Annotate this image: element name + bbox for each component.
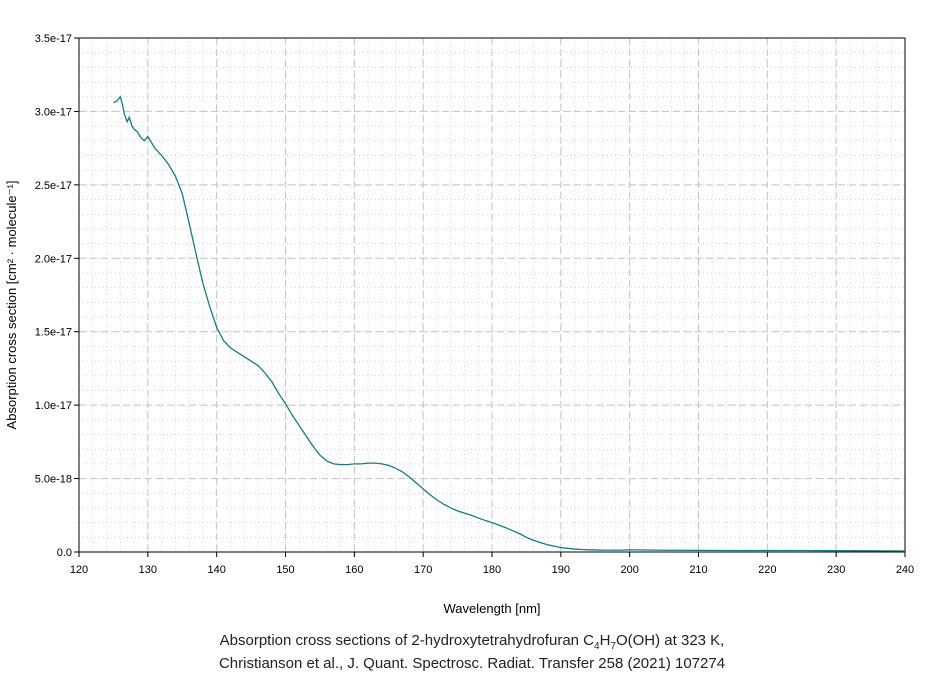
x-tick-label: 230 [827, 564, 845, 576]
series-line [113, 95, 906, 552]
caption-sub-4: 4 [594, 641, 600, 652]
x-axis-label: Wavelength [nm] [443, 601, 540, 616]
x-tick-label: 170 [414, 564, 432, 576]
y-tick-label: 3.0e-17 [35, 106, 72, 118]
y-axis-label: Absorption cross section [cm² · molecule… [4, 181, 19, 430]
caption-line1-suffix: O(OH) at 323 K, [615, 632, 725, 649]
x-tick-label: 140 [207, 564, 225, 576]
chart-caption: Absorption cross sections of 2-hydroxyte… [0, 632, 944, 652]
x-tick-label: 210 [689, 564, 707, 576]
x-axis: 120 130 140 150 160 170 180 190 200 210 220 230 240 [70, 552, 914, 576]
caption-line2: Christianson et al., J. Quant. Spectrosc… [218, 655, 726, 672]
y-tick-label: 0.0 [57, 547, 72, 559]
x-tick-label: 190 [552, 564, 570, 576]
y-tick-label: 1.0e-17 [35, 400, 72, 412]
x-tick-label: 130 [139, 564, 157, 576]
y-tick-label: 5.0e-18 [35, 474, 72, 486]
caption-h: H [599, 632, 611, 649]
caption-sub-7: 7 [610, 641, 616, 652]
y-tick-label: 2.0e-17 [35, 253, 72, 265]
y-tick-label: 1.5e-17 [35, 327, 72, 339]
x-tick-label: 200 [620, 564, 638, 576]
y-axis: 0.0 5.0e-18 1.0e-17 1.5e-17 2.0e-17 2.5e-17 3.… [35, 33, 79, 559]
x-tick-label: 150 [276, 564, 294, 576]
y-tick-label: 3.5e-17 [35, 33, 72, 45]
caption-line1-prefix: Absorption cross sections of 2-hydroxyte… [219, 632, 594, 649]
x-tick-label: 240 [896, 564, 914, 576]
y-tick-label: 2.5e-17 [35, 180, 72, 192]
chart: 120 130 140 150 160 170 180 190 200 210 220 230 240 … [4, 33, 914, 616]
chart-citation: Christianson et al., J. Quant. Spectrosc… [0, 655, 944, 672]
x-tick-label: 180 [483, 564, 501, 576]
x-tick-label: 160 [345, 564, 363, 576]
x-tick-label: 120 [70, 564, 88, 576]
grid [78, 37, 906, 553]
x-tick-label: 220 [758, 564, 776, 576]
